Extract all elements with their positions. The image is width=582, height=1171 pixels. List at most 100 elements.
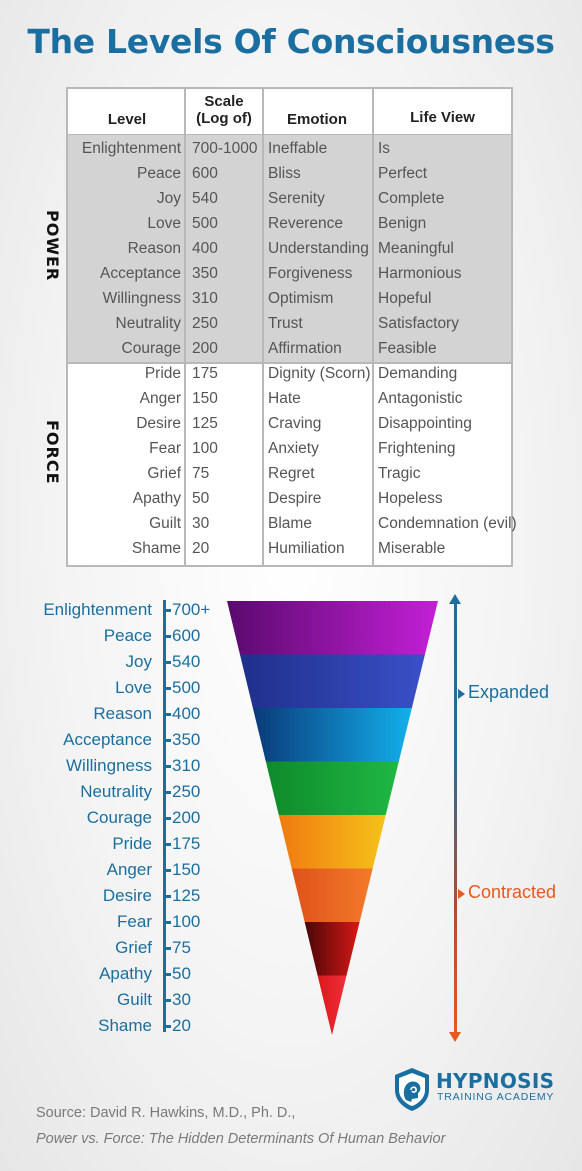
cell-scale: 50: [192, 490, 210, 507]
scale-item: Pride 175: [0, 831, 582, 857]
contracted-label: Contracted: [468, 882, 557, 902]
cell-life-view: Is: [378, 140, 391, 157]
cell-scale: 310: [192, 290, 218, 307]
cell-emotion: Humiliation: [268, 540, 345, 557]
cell-life-view: Satisfactory: [378, 315, 459, 332]
scale-value-label: 350: [172, 730, 201, 749]
scale-tick: [163, 1025, 171, 1028]
cell-level: Enlightenment: [81, 140, 181, 157]
cell-level: Reason: [127, 240, 181, 257]
table-row: Courage 200 Affirmation Feasible: [68, 336, 511, 361]
cell-scale: 350: [192, 265, 218, 282]
cell-scale: 400: [192, 240, 218, 257]
scale-value-label: 30: [172, 990, 191, 1009]
scale-level-label: Pride: [112, 834, 152, 853]
cell-level: Courage: [121, 340, 181, 357]
scale-tick: [163, 661, 171, 664]
cell-scale: 200: [192, 340, 218, 357]
cell-level: Desire: [136, 415, 181, 432]
cell-life-view: Miserable: [378, 540, 446, 557]
scale-item: Anger 150: [0, 857, 582, 883]
header-life-view: Life View: [410, 109, 475, 126]
head-spiral-icon: [395, 1068, 429, 1111]
scale-tick: [163, 843, 171, 846]
scale-level-label: Willingness: [66, 756, 152, 775]
funnel-band: [227, 601, 438, 655]
scale-tick: [163, 739, 171, 742]
scale-value-label: 200: [172, 808, 201, 827]
cell-level: Willingness: [102, 290, 181, 307]
table-row: Willingness 310 Optimism Hopeful: [68, 286, 511, 311]
table-row: Pride 175 Dignity (Scorn) Demanding: [68, 361, 511, 386]
scale-value-label: 100: [172, 912, 201, 931]
scale-tick: [163, 635, 171, 638]
scale-level-label: Grief: [115, 938, 152, 957]
scale-value-label: 400: [172, 704, 201, 723]
scale-item: Love 500: [0, 675, 582, 701]
cell-emotion: Trust: [268, 315, 303, 332]
scale-level-label: Desire: [102, 886, 152, 905]
cell-life-view: Hopeless: [378, 490, 443, 507]
cell-emotion: Craving: [268, 415, 322, 432]
scale-tick: [163, 921, 171, 924]
table-row: Fear 100 Anxiety Frightening: [68, 436, 511, 461]
scale-level-label: Apathy: [99, 964, 152, 983]
scale-item: Courage 200: [0, 805, 582, 831]
direction-arrow-line: [454, 600, 457, 1036]
scale-item: Apathy 50: [0, 961, 582, 987]
funnel-band: [265, 761, 399, 815]
expanded-pointer-icon: [458, 689, 465, 699]
cell-scale: 75: [192, 465, 210, 482]
funnel-band: [304, 922, 360, 976]
scale-value-label: 175: [172, 834, 201, 853]
table-row: Anger 150 Hate Antagonistic: [68, 386, 511, 411]
scale-level-label: Fear: [117, 912, 152, 931]
scale-value-label: 250: [172, 782, 201, 801]
header-scale-line1: Scale: [204, 93, 244, 110]
table-row: Enlightenment 700-1000 Ineffable Is: [68, 136, 511, 161]
table-row: Neutrality 250 Trust Satisfactory: [68, 311, 511, 336]
scale-value-label: 500: [172, 678, 201, 697]
cell-level: Anger: [139, 390, 181, 407]
table-row: Grief 75 Regret Tragic: [68, 461, 511, 486]
cell-life-view: Tragic: [378, 465, 421, 482]
cell-life-view: Frightening: [378, 440, 456, 457]
table-row: Reason 400 Understanding Meaningful: [68, 236, 511, 261]
funnel-band: [317, 975, 347, 1035]
table-row: Apathy 50 Despire Hopeless: [68, 486, 511, 511]
header-level: Level: [107, 111, 147, 128]
scale-item: Joy 540: [0, 649, 582, 675]
cell-emotion: Blame: [268, 515, 312, 532]
scale-item: Peace 600: [0, 623, 582, 649]
scale-level-label: Courage: [86, 808, 152, 827]
scale-value-label: 540: [172, 652, 201, 671]
source-line-1: Source: David R. Hawkins, M.D., Ph. D.,: [36, 1105, 296, 1121]
col-divider: [262, 89, 264, 565]
header-scale: Scale (Log of): [186, 93, 262, 127]
cell-life-view: Feasible: [378, 340, 437, 357]
logo-tagline: TRAINING ACADEMY: [437, 1091, 555, 1103]
funnel-band: [239, 654, 425, 708]
scale-axis: [163, 600, 166, 1032]
cell-life-view: Disappointing: [378, 415, 472, 432]
scale-level-label: Reason: [93, 704, 152, 723]
cell-level: Joy: [156, 190, 181, 207]
cell-scale: 20: [192, 540, 210, 557]
scale-item: Acceptance 350: [0, 727, 582, 753]
funnel-band: [278, 815, 386, 869]
cell-life-view: Perfect: [378, 165, 428, 182]
scale-tick: [163, 687, 171, 690]
cell-life-view: Hopeful: [378, 290, 432, 307]
cell-emotion: Understanding: [268, 240, 369, 257]
cell-level: Love: [147, 215, 181, 232]
scale-value-label: 75: [172, 938, 191, 957]
cell-emotion: Ineffable: [268, 140, 328, 157]
table-row: Peace 600 Bliss Perfect: [68, 161, 511, 186]
cell-scale: 175: [192, 365, 218, 382]
cell-level: Shame: [131, 540, 181, 557]
cell-scale: 250: [192, 315, 218, 332]
scale-item: Fear 100: [0, 909, 582, 935]
cell-scale: 100: [192, 440, 218, 457]
table-row: Acceptance 350 Forgiveness Harmonious: [68, 261, 511, 286]
